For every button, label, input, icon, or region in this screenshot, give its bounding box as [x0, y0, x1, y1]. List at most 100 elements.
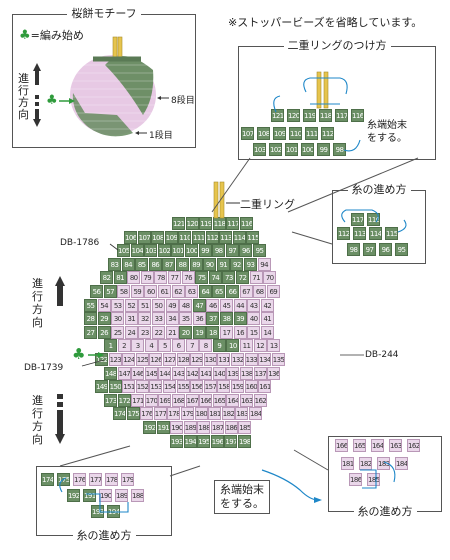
bead-38: 38	[220, 312, 233, 325]
bead-116: 116	[351, 109, 364, 122]
bead-133: 133	[244, 353, 258, 366]
bead-25: 25	[111, 326, 125, 339]
bead-93: 93	[244, 258, 257, 271]
bead-101: 101	[285, 143, 298, 156]
ring-inset-end-note-line2: をする。	[367, 133, 407, 144]
bead-147: 147	[117, 367, 131, 380]
bead-49: 49	[165, 299, 179, 312]
bead-45: 45	[220, 299, 233, 312]
bead-166: 166	[199, 394, 213, 407]
bead-82: 82	[100, 271, 113, 284]
bead-112: 112	[337, 227, 350, 240]
bead-23: 23	[138, 326, 152, 339]
bead-36: 36	[192, 312, 206, 325]
bead-59: 59	[130, 285, 144, 298]
bead-40: 40	[247, 312, 261, 325]
bead-64: 64	[198, 285, 212, 298]
bead-53: 53	[111, 299, 125, 312]
end-note-bottom: 糸端始末 をする。	[214, 480, 270, 514]
bead-111: 111	[192, 231, 205, 244]
bead-29: 29	[97, 312, 111, 325]
bead-187: 187	[211, 421, 224, 434]
bead-92: 92	[230, 258, 244, 271]
bead-118: 118	[319, 109, 332, 122]
bead-103: 103	[144, 244, 158, 257]
bead-97: 97	[363, 243, 376, 256]
bead-52: 52	[124, 299, 138, 312]
bead-21: 21	[165, 326, 179, 339]
bead-167: 167	[185, 394, 199, 407]
bead-174: 174	[41, 473, 54, 486]
bead-47: 47	[192, 299, 206, 312]
bead-176: 176	[140, 407, 154, 420]
bead-42: 42	[260, 299, 274, 312]
legend-box: 桜餅モチーフ ♣=編み始め 進行方向 ♣ 8段目 1段目	[12, 7, 196, 148]
path-inset-bl-title: 糸の進め方	[72, 529, 136, 542]
bead-138: 138	[240, 367, 253, 380]
bead-141: 141	[199, 367, 213, 380]
bead-44: 44	[233, 299, 247, 312]
bead-87: 87	[162, 258, 176, 271]
bead-68: 68	[253, 285, 267, 298]
bead-103: 103	[253, 143, 266, 156]
bead-90: 90	[203, 258, 217, 271]
bead-111: 111	[305, 127, 318, 140]
bead-65: 65	[212, 285, 226, 298]
bead-89: 89	[189, 258, 203, 271]
bead-77: 77	[168, 271, 181, 284]
bead-108: 108	[151, 231, 165, 244]
bead-27: 27	[84, 326, 97, 339]
bead-33: 33	[152, 312, 165, 325]
bead-152: 152	[135, 380, 149, 393]
main-start-clover-icon: ♣	[72, 345, 86, 363]
bead-181: 181	[341, 457, 354, 470]
bead-8: 8	[199, 339, 213, 352]
bead-173: 173	[104, 394, 117, 407]
bead-122: 122	[95, 353, 108, 366]
legend-title: 桜餅モチーフ	[67, 7, 141, 20]
bead-39: 39	[233, 312, 247, 325]
bead-100: 100	[185, 244, 198, 257]
bead-100: 100	[301, 143, 314, 156]
bead-192: 192	[143, 421, 156, 434]
bead-4: 4	[144, 339, 158, 352]
bead-145: 145	[144, 367, 158, 380]
db244-label: DB-244	[365, 350, 399, 360]
bead-2: 2	[117, 339, 131, 352]
bead-58: 58	[117, 285, 131, 298]
bead-55: 55	[84, 299, 97, 312]
bead-132: 132	[231, 353, 244, 366]
bead-118: 118	[212, 217, 226, 230]
bead-114: 114	[369, 227, 382, 240]
bead-57: 57	[103, 285, 117, 298]
bead-67: 67	[239, 285, 253, 298]
bead-80: 80	[127, 271, 141, 284]
ring-label: 二重リング	[240, 198, 295, 211]
bead-115: 115	[385, 227, 398, 240]
bead-164: 164	[226, 394, 240, 407]
bead-12: 12	[253, 339, 267, 352]
bead-119: 119	[199, 217, 213, 230]
bead-123: 123	[108, 353, 122, 366]
bead-188: 188	[197, 421, 211, 434]
bead-84: 84	[121, 258, 135, 271]
bead-180: 180	[194, 407, 208, 420]
bead-113: 113	[219, 231, 233, 244]
bead-161: 161	[258, 380, 272, 393]
omit-note: ※ストッパービーズを省略しています。	[228, 16, 423, 29]
bead-110: 110	[178, 231, 192, 244]
bead-110: 110	[289, 127, 302, 140]
bead-46: 46	[206, 299, 220, 312]
bead-19: 19	[192, 326, 206, 339]
bead-99: 99	[198, 244, 212, 257]
bead-75: 75	[195, 271, 209, 284]
bead-95: 95	[395, 243, 408, 256]
bead-177: 177	[153, 407, 167, 420]
bead-116: 116	[240, 217, 253, 230]
path-inset-br-title-wrap: 糸の進め方	[329, 504, 441, 520]
bead-148: 148	[104, 367, 117, 380]
bead-63: 63	[185, 285, 199, 298]
bead-142: 142	[185, 367, 199, 380]
bead-120: 120	[287, 109, 300, 122]
